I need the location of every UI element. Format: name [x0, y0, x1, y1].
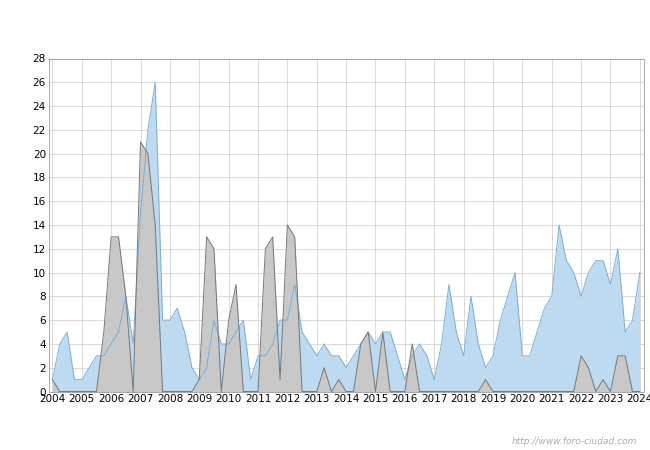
- Text: Eskoriatza - Evolucion del Nº de Transacciones Inmobiliarias: Eskoriatza - Evolucion del Nº de Transac…: [117, 13, 533, 27]
- Text: http://www.foro-ciudad.com: http://www.foro-ciudad.com: [512, 436, 637, 446]
